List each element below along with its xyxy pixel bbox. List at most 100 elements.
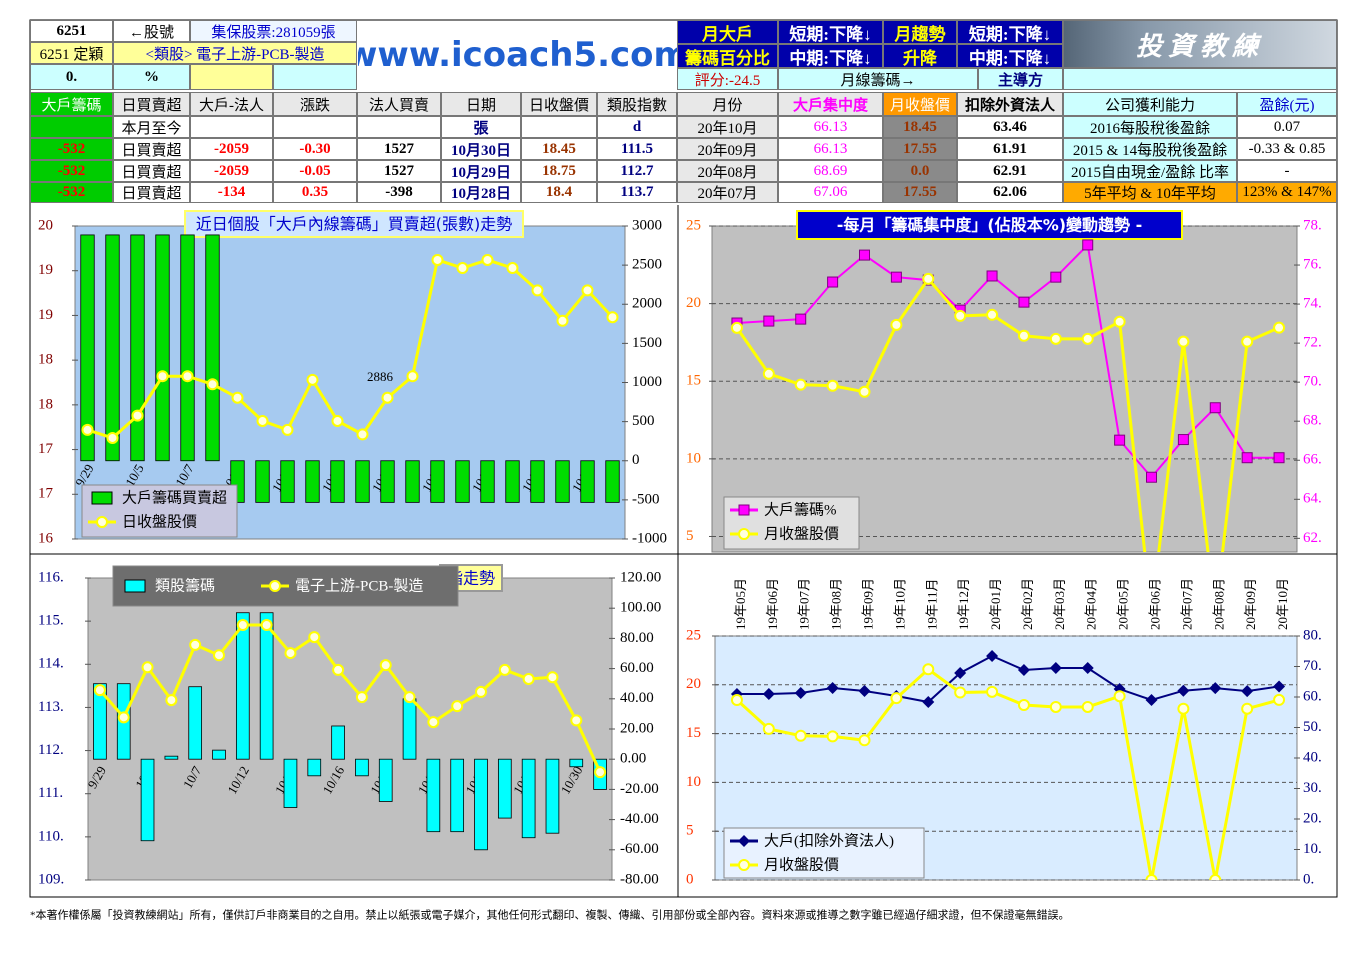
header: 6251 ←股號 集保股票:281059張 6251 定穎 <類股> 電子上游-PCB-… [0, 0, 1366, 205]
series-group [80, 234, 620, 503]
header-cell: 投資教練 [1063, 20, 1337, 68]
column-header: 扣除外資法人 [957, 92, 1063, 116]
x-tick-label: 20年02月 [1020, 578, 1035, 630]
table-cell: -398 [357, 182, 441, 203]
table-cell: 0.35 [273, 182, 357, 203]
point [858, 684, 871, 697]
point [1177, 335, 1190, 348]
bar [280, 460, 295, 503]
table-cell: 10月29日 [441, 160, 521, 182]
x-tick-label: 19年11月 [924, 578, 939, 630]
point [730, 321, 743, 334]
header-cell: 6251 [30, 20, 113, 42]
y-tick-label: 111. [38, 785, 63, 801]
point [827, 276, 839, 288]
header-cell: 中期:下降↓ [957, 44, 1063, 68]
table-cell: 67.06 [778, 182, 883, 203]
point [451, 700, 464, 713]
y2-tick-label: 40. [1303, 749, 1322, 765]
point [181, 370, 194, 383]
point [826, 682, 839, 695]
bar [405, 460, 420, 503]
point [106, 431, 119, 444]
point [431, 253, 444, 266]
point [1081, 700, 1094, 713]
point [165, 694, 178, 707]
legend-label: 日收盤股價 [122, 513, 197, 530]
x-tick-label: 19年06月 [765, 578, 780, 630]
point [1241, 452, 1253, 464]
point [1049, 700, 1062, 713]
header-cell: 集保股票:281059張 [190, 20, 357, 42]
y2-tick-label: 2000 [632, 296, 662, 312]
y-tick-label: 16 [38, 530, 54, 546]
y2-tick-label: 3000 [632, 217, 662, 233]
table-cell [30, 116, 113, 138]
bar [521, 758, 536, 839]
point [498, 663, 511, 676]
table-cell: 張 [441, 116, 521, 138]
bar [530, 460, 545, 503]
legend-marker [269, 580, 281, 592]
bar [180, 234, 195, 462]
x-tick-label: 20年07月 [1179, 578, 1194, 630]
table-cell: 2015自由現金/盈餘 比率 [1063, 160, 1237, 182]
point [306, 373, 319, 386]
y2-tick-label: 120.00 [620, 569, 661, 585]
point [506, 262, 519, 275]
legend-swatch [124, 579, 146, 593]
point [308, 631, 321, 644]
legend-marker [96, 516, 108, 528]
table-cell: 111.5 [597, 138, 677, 160]
y2-tick-label: 10. [1303, 841, 1322, 857]
point [594, 766, 607, 779]
chart-title: -每月「籌碼集中度」(佔股本%)變動趨勢 - [837, 216, 1143, 235]
y2-tick-label: 70. [1303, 374, 1322, 390]
y2-tick-label: 60. [1303, 688, 1322, 704]
point [356, 428, 369, 441]
column-header: 日買賣超 [113, 92, 190, 116]
y2-tick-label: 64. [1303, 491, 1322, 507]
point [522, 672, 535, 685]
point [131, 409, 144, 422]
point [93, 684, 106, 697]
bar [205, 234, 220, 462]
y2-tick-label: 1500 [632, 335, 662, 351]
point [331, 414, 344, 427]
bar [188, 686, 203, 760]
table-cell: 10月28日 [441, 182, 521, 203]
point [427, 716, 440, 729]
y-tick-label: 112. [38, 742, 64, 758]
y-tick-label: 20 [38, 217, 53, 233]
y2-tick-label: 74. [1303, 296, 1322, 312]
y-tick-label: 115. [38, 613, 64, 629]
point [986, 685, 999, 698]
x-tick-label: 20年03月 [1052, 578, 1067, 630]
table-cell: 66.13 [778, 116, 883, 138]
header-cell: 短期:下降↓ [957, 20, 1063, 44]
table-cell: -532 [30, 160, 113, 182]
table-cell: 62.06 [957, 182, 1063, 203]
table-cell: d [597, 116, 677, 138]
table-cell: 62.91 [957, 160, 1063, 182]
table-cell [190, 116, 273, 138]
bar [380, 460, 395, 503]
y2-tick-label: 500 [632, 413, 655, 429]
line [87, 258, 614, 440]
y2-tick-label: 100.00 [620, 600, 661, 616]
point [858, 385, 871, 398]
table-cell: 20年08月 [677, 160, 778, 182]
header-cell: 6251 定穎 [30, 42, 113, 64]
table-cell: 20年09月 [677, 138, 778, 160]
table-cell: 2016每股稅後盈餘 [1063, 116, 1237, 138]
header-cell: 評分:-24.5 [677, 68, 778, 90]
table-cell [273, 116, 357, 138]
column-header: 日收盤價 [521, 92, 597, 116]
header-cell: 籌碼百分比 [677, 44, 778, 68]
y-tick-label: 19 [38, 262, 53, 278]
bar [497, 758, 512, 819]
point [1209, 402, 1221, 414]
y2-tick-label: 62. [1303, 530, 1322, 546]
bar [307, 758, 322, 777]
